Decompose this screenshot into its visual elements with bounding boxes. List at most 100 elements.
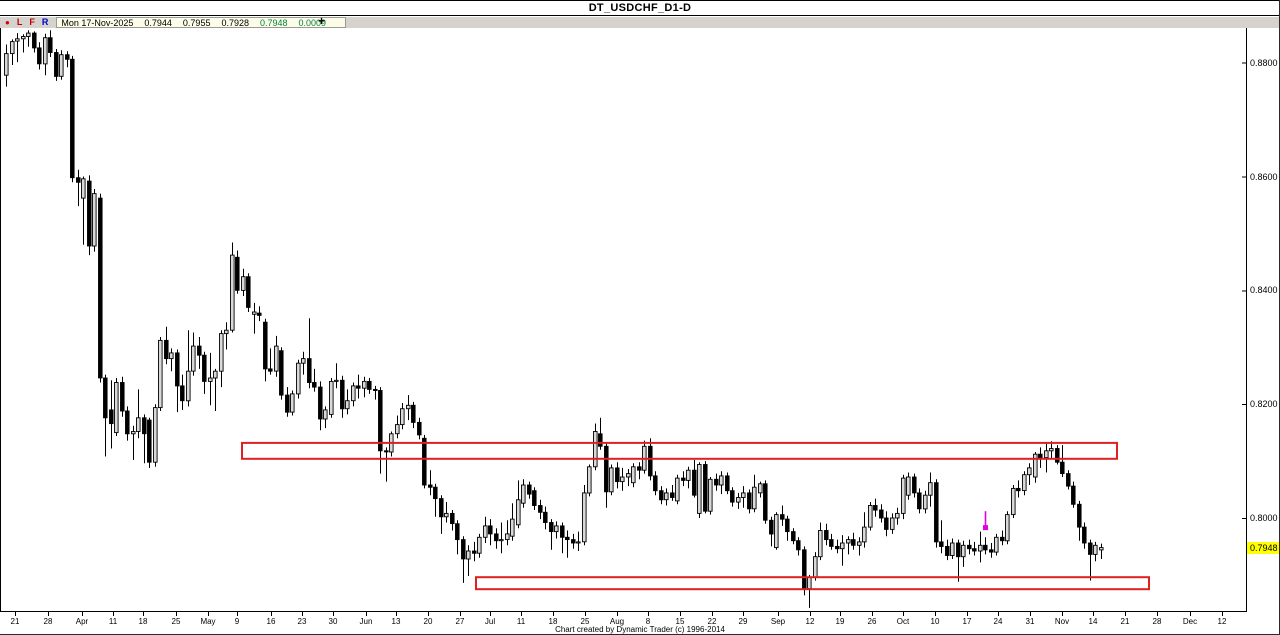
- x-axis-label: 11: [108, 617, 118, 626]
- candles: [4, 30, 1104, 608]
- x-axis-tick: [778, 612, 779, 616]
- x-axis-label: Nov: [1054, 617, 1070, 626]
- toolbar-button-r[interactable]: R: [41, 17, 49, 27]
- x-axis-tick: [1157, 612, 1158, 616]
- x-axis-label: 10: [930, 617, 940, 626]
- x-axis-tick: [48, 612, 49, 616]
- x-axis-tick: [1222, 612, 1223, 616]
- x-axis-tick: [1030, 612, 1031, 616]
- x-axis-tick: [810, 612, 811, 616]
- y-axis-label: 0.8400: [1250, 285, 1278, 296]
- x-axis-tick: [743, 612, 744, 616]
- y-axis-label: 0.8000: [1250, 512, 1278, 523]
- x-axis-tick: [366, 612, 367, 616]
- x-axis-label: Oct: [896, 617, 910, 626]
- x-axis-tick: [903, 612, 904, 616]
- chart-canvas[interactable]: [0, 28, 1247, 612]
- x-axis-tick: [967, 612, 968, 616]
- x-axis-tick: [712, 612, 713, 616]
- toolbar-button-l[interactable]: L: [16, 17, 23, 27]
- x-axis-tick: [176, 612, 177, 616]
- x-axis-tick: [1093, 612, 1094, 616]
- x-axis-tick: [998, 612, 999, 616]
- x-axis-label: Aug: [609, 617, 625, 626]
- toolbar-button-f[interactable]: F: [29, 17, 35, 27]
- x-axis-label: 25: [171, 617, 181, 626]
- x-axis-label: 21: [10, 617, 20, 626]
- x-axis-tick: [872, 612, 873, 616]
- x-axis-label: Apr: [75, 617, 89, 626]
- copyright-text: Chart created by Dynamic Trader (c) 1996…: [555, 625, 725, 634]
- x-axis-tick: [237, 612, 238, 616]
- x-axis-label: Jul: [484, 617, 496, 626]
- quote-change: 0.0009: [298, 18, 327, 28]
- x-axis-tick: [113, 612, 114, 616]
- x-axis-label: 14: [1088, 617, 1098, 626]
- toolbar: ● L F R Mon 17-Nov-2025 0.7944 0.7955 0.7928 0.7…: [0, 14, 1280, 28]
- x-axis-tick: [680, 612, 681, 616]
- x-axis-label: Sep: [770, 617, 786, 626]
- x-axis-label: 16: [266, 617, 276, 626]
- x-axis-label: 9: [234, 617, 240, 626]
- x-axis-label: 12: [1217, 617, 1227, 626]
- x-axis-tick: [208, 612, 209, 616]
- x-axis-label: 31: [1025, 617, 1035, 626]
- x-axis-label: 26: [867, 617, 877, 626]
- x-axis-tick: [1125, 612, 1126, 616]
- x-axis-tick: [333, 612, 334, 616]
- x-axis-tick: [585, 612, 586, 616]
- x-axis-tick: [460, 612, 461, 616]
- x-axis-tick: [15, 612, 16, 616]
- chart-area[interactable]: [0, 28, 1247, 612]
- crosshair-icon[interactable]: +: [318, 14, 326, 28]
- chart-title-text: DT_USDCHF_D1-D: [588, 2, 692, 14]
- x-axis-label: 28: [43, 617, 53, 626]
- x-axis-tick: [396, 612, 397, 616]
- last-price-badge: 0.7948: [1247, 541, 1280, 554]
- signal-marker-square: [983, 525, 988, 531]
- quote-close: 0.7948: [259, 18, 288, 28]
- window-title: DT_USDCHF_D1-D: [0, 0, 1280, 16]
- x-axis-tick: [271, 612, 272, 616]
- x-axis-label: Dec: [1182, 617, 1198, 626]
- y-axis-label: 0.8600: [1250, 171, 1278, 182]
- x-axis-tick: [521, 612, 522, 616]
- x-axis-label: 29: [738, 617, 748, 626]
- x-axis-label: 18: [138, 617, 148, 626]
- x-axis-label: 15: [675, 617, 685, 626]
- x-axis-label: 21: [1120, 617, 1130, 626]
- x-axis-label: May: [200, 617, 216, 626]
- x-axis-tick: [840, 612, 841, 616]
- x-axis-tick: [935, 612, 936, 616]
- quote-open: 0.7944: [144, 18, 172, 28]
- resistance-zone: [241, 441, 1118, 460]
- quote-date: Mon 17-Nov-2025: [61, 18, 134, 28]
- date-axis: Chart created by Dynamic Trader (c) 1996…: [0, 612, 1280, 635]
- quote-display: Mon 17-Nov-2025 0.7944 0.7955 0.7928 0.7948 0…: [56, 17, 347, 28]
- x-axis-tick: [302, 612, 303, 616]
- support-zone: [475, 576, 1150, 591]
- x-axis-label: Jun: [359, 617, 373, 626]
- x-axis-tick: [82, 612, 83, 616]
- quote-low: 0.7928: [221, 18, 249, 28]
- y-axis-label: 0.8800: [1250, 57, 1278, 68]
- record-dot-icon: ●: [5, 18, 10, 27]
- x-axis-label: 24: [993, 617, 1003, 626]
- x-axis-label: 27: [455, 617, 465, 626]
- x-axis-tick: [648, 612, 649, 616]
- y-axis-label: 0.8200: [1250, 399, 1278, 410]
- x-axis-tick: [553, 612, 554, 616]
- x-axis-label: 18: [548, 617, 558, 626]
- x-axis-tick: [428, 612, 429, 616]
- price-axis: 0.7948 0.8800 0.8600 0.8400 0.8200 0.8000: [1247, 28, 1280, 612]
- x-axis-tick: [143, 612, 144, 616]
- x-axis-label: 11: [516, 617, 526, 626]
- x-axis-tick: [617, 612, 618, 616]
- x-axis-label: 25: [580, 617, 590, 626]
- x-axis-label: 17: [962, 617, 972, 626]
- x-axis-label: 22: [707, 617, 717, 626]
- x-axis-tick: [490, 612, 491, 616]
- x-axis-label: 13: [391, 617, 401, 626]
- x-axis-label: 19: [835, 617, 845, 626]
